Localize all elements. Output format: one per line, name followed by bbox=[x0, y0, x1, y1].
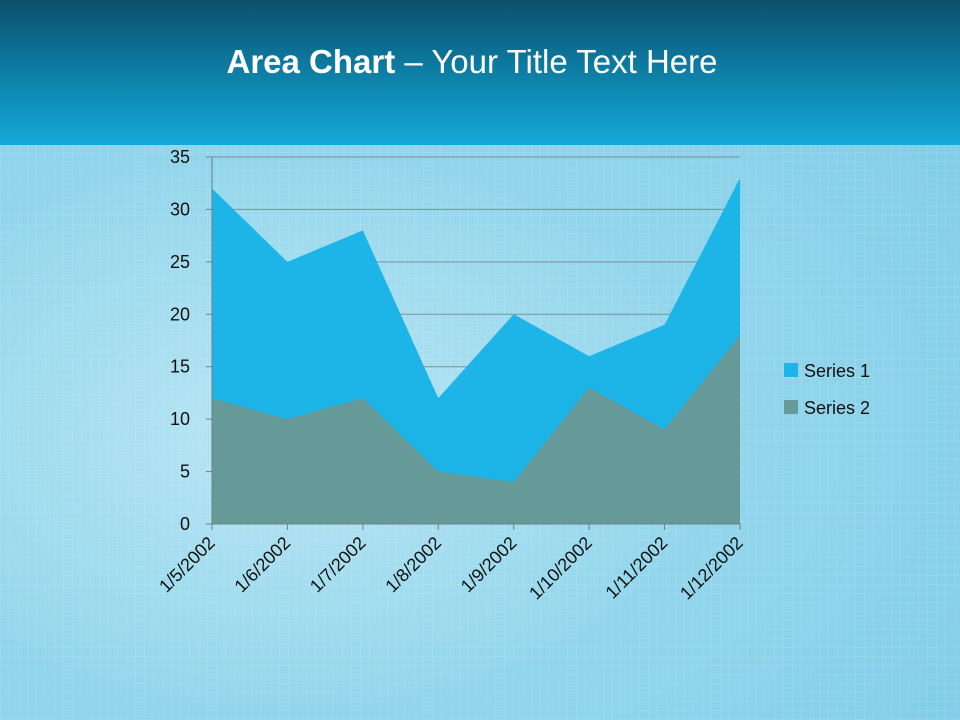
x-tick-label: 1/6/2002 bbox=[231, 533, 295, 597]
x-tick-labels: 1/5/2002 1/6/2002 1/7/2002 1/8/2002 1/9/2002… bbox=[155, 533, 747, 604]
x-tick-label: 1/11/2002 bbox=[602, 533, 672, 603]
y-tick-label: 30 bbox=[170, 199, 190, 219]
y-tick-label: 35 bbox=[170, 147, 190, 167]
slide-title-rest: – Your Title Text Here bbox=[395, 43, 718, 80]
y-tick-labels: 0 5 10 15 20 25 30 35 bbox=[170, 147, 190, 534]
legend-label-1: Series 1 bbox=[804, 361, 870, 381]
area-series-2 bbox=[212, 335, 740, 524]
legend-swatch-2 bbox=[784, 400, 798, 414]
x-tick-label: 1/10/2002 bbox=[525, 533, 596, 604]
x-tick-label: 1/9/2002 bbox=[457, 533, 521, 597]
slide-title: Area Chart – Your Title Text Here bbox=[0, 42, 944, 82]
y-tick-label: 10 bbox=[170, 409, 190, 429]
plot-areas bbox=[212, 177, 740, 524]
x-tick-label: 1/12/2002 bbox=[676, 533, 747, 604]
axes bbox=[206, 156, 741, 530]
header-band bbox=[0, 0, 960, 145]
y-tick-label: 25 bbox=[170, 252, 190, 272]
y-tick-label: 15 bbox=[170, 357, 190, 377]
x-tick-label: 1/7/2002 bbox=[306, 533, 370, 597]
slide-title-bold: Area Chart bbox=[226, 43, 396, 80]
y-tick-label: 0 bbox=[180, 514, 190, 534]
legend-label-2: Series 2 bbox=[804, 398, 870, 418]
y-tick-label: 20 bbox=[170, 304, 190, 324]
y-tick-label: 5 bbox=[180, 462, 190, 482]
x-tick-label: 1/8/2002 bbox=[381, 533, 445, 597]
legend: Series 1 Series 2 bbox=[784, 361, 870, 418]
legend-swatch-1 bbox=[784, 363, 798, 377]
x-tick-label: 1/5/2002 bbox=[155, 533, 219, 597]
